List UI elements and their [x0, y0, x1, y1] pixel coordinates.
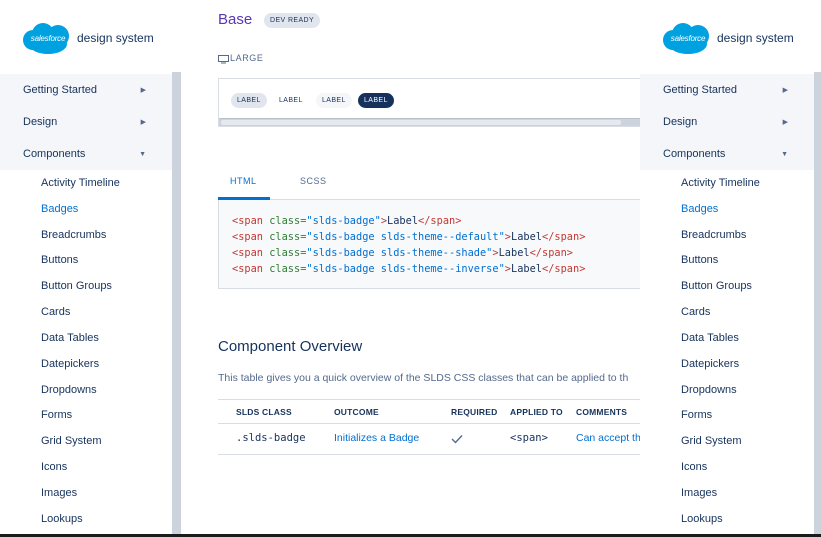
th-required: REQUIRED: [451, 407, 498, 417]
nav-sub-buttons[interactable]: Buttons: [681, 254, 719, 266]
check-icon: [451, 435, 463, 444]
preview-scrollbar[interactable]: [219, 118, 640, 126]
size-selector[interactable]: LARGE: [230, 53, 264, 63]
code-line-1: <span class="slds-badge">Label</span>: [232, 215, 462, 227]
nav-item-design[interactable]: Design ▶: [0, 106, 172, 138]
chevron-right-icon: ▶: [782, 87, 788, 94]
th-slds-class: SLDS CLASS: [236, 407, 292, 417]
tab-html[interactable]: HTML: [230, 176, 257, 186]
preview-badge-theme-default: LABEL: [273, 93, 309, 108]
status-badge: DEV READY: [264, 13, 321, 28]
nav-item-label: Design: [23, 116, 58, 128]
chevron-right-icon: ▶: [140, 87, 146, 94]
code-line-3: <span class="slds-badge slds-theme--shad…: [232, 247, 573, 259]
code-block: <span class="slds-badge">Label</span> <sp…: [218, 200, 640, 289]
nav-item-label: Getting Started: [663, 84, 737, 96]
badge-preview: LABEL LABEL LABEL LABEL: [218, 78, 640, 127]
tab-active-indicator: [218, 197, 270, 200]
chevron-right-icon: ▶: [782, 119, 788, 126]
nav-sub-lookups[interactable]: Lookups: [681, 513, 723, 525]
scrollbar-thumb[interactable]: [221, 120, 621, 125]
preview-badge-default: LABEL: [231, 93, 267, 108]
nav-sub-data-tables[interactable]: Data Tables: [41, 332, 99, 344]
nav-sub-dropdowns[interactable]: Dropdowns: [41, 384, 97, 396]
salesforce-cloud-icon: salesforce: [23, 22, 71, 54]
chevron-right-icon: ▶: [140, 119, 146, 126]
nav-item-label: Design: [663, 116, 698, 128]
logo-text: design system: [717, 31, 794, 45]
nav-sub-datepickers[interactable]: Datepickers: [681, 358, 740, 370]
nav-components-list: [0, 170, 172, 537]
nav-sub-forms[interactable]: Forms: [681, 409, 713, 421]
bottom-edge: [0, 534, 821, 537]
nav-item-getting-started[interactable]: Getting Started ▶: [0, 74, 172, 106]
left-sidebar: salesforce design system Getting Started…: [0, 0, 181, 537]
nav-sub-grid-system[interactable]: Grid System: [41, 435, 102, 447]
nav-item-label: Components: [23, 148, 86, 160]
chevron-down-icon: ▼: [139, 150, 146, 158]
tab-scss[interactable]: SCSS: [300, 176, 327, 186]
code-line-4: <span class="slds-badge slds-theme--inve…: [232, 263, 586, 275]
cell-class: .slds-badge: [236, 432, 306, 444]
nav-sub-datepickers[interactable]: Datepickers: [41, 358, 100, 370]
nav-sub-cards[interactable]: Cards: [681, 306, 711, 318]
nav-sub-buttons[interactable]: Buttons: [41, 254, 79, 266]
nav-item-components[interactable]: Components ▼: [640, 138, 814, 170]
preview-badge-shade: LABEL: [316, 93, 352, 108]
th-outcome: OUTCOME: [334, 407, 379, 417]
nav-item-label: Getting Started: [23, 84, 97, 96]
nav-sub-badges[interactable]: Badges: [41, 203, 79, 215]
nav-sub-badges[interactable]: Badges: [681, 203, 719, 215]
section-description: This table gives you a quick overview of…: [218, 372, 629, 384]
nav-sub-data-tables[interactable]: Data Tables: [681, 332, 739, 344]
cell-outcome-link[interactable]: Initializes a Badge: [334, 432, 420, 444]
section-title: Component Overview: [218, 338, 363, 355]
monitor-icon[interactable]: [218, 55, 229, 64]
nav-item-label: Components: [663, 148, 726, 160]
nav-sub-dropdowns[interactable]: Dropdowns: [681, 384, 737, 396]
logo[interactable]: salesforce design system: [0, 0, 181, 76]
chevron-down-icon: ▼: [781, 150, 788, 158]
code-tabs: HTML SCSS: [218, 168, 640, 200]
nav-item-components[interactable]: Components ▼: [0, 138, 172, 170]
nav-components-list: [640, 170, 814, 537]
table-row: .slds-badge Initializes a Badge <span> C…: [218, 424, 640, 455]
overview-table: SLDS CLASS OUTCOME REQUIRED APPLIED TO C…: [218, 399, 640, 455]
salesforce-cloud-icon: salesforce: [663, 22, 711, 54]
cell-comments-link[interactable]: Can accept th: [576, 432, 640, 444]
cell-applied-to: <span>: [510, 432, 548, 444]
nav-sub-activity-timeline[interactable]: Activity Timeline: [681, 177, 760, 189]
sidebar-scrollbar[interactable]: [814, 72, 821, 537]
nav-sub-button-groups[interactable]: Button Groups: [41, 280, 112, 292]
th-comments: COMMENTS: [576, 407, 628, 417]
preview-badge-inverse: LABEL: [358, 93, 394, 108]
nav-sub-breadcrumbs[interactable]: Breadcrumbs: [681, 229, 747, 241]
code-line-2: <span class="slds-badge slds-theme--defa…: [232, 231, 586, 243]
page-title: Base: [218, 11, 253, 28]
nav-sub-forms[interactable]: Forms: [41, 409, 73, 421]
nav-sub-button-groups[interactable]: Button Groups: [681, 280, 752, 292]
nav-sub-images[interactable]: Images: [41, 487, 78, 499]
logo[interactable]: salesforce design system: [640, 0, 821, 76]
nav-sub-breadcrumbs[interactable]: Breadcrumbs: [41, 229, 107, 241]
nav-sub-images[interactable]: Images: [681, 487, 718, 499]
logo-text: design system: [77, 31, 154, 45]
nav-sub-cards[interactable]: Cards: [41, 306, 71, 318]
nav-sub-icons[interactable]: Icons: [681, 461, 708, 473]
th-applied-to: APPLIED TO: [510, 407, 563, 417]
nav-item-design[interactable]: Design ▶: [640, 106, 814, 138]
nav-item-getting-started[interactable]: Getting Started ▶: [640, 74, 814, 106]
nav-sub-lookups[interactable]: Lookups: [41, 513, 83, 525]
nav-sub-activity-timeline[interactable]: Activity Timeline: [41, 177, 120, 189]
table-header: SLDS CLASS OUTCOME REQUIRED APPLIED TO C…: [218, 399, 640, 424]
main-content: Base DEV READY LARGE LABEL LABEL LABEL L…: [181, 0, 640, 537]
nav-sub-icons[interactable]: Icons: [41, 461, 68, 473]
nav-sub-grid-system[interactable]: Grid System: [681, 435, 742, 447]
sidebar-scrollbar[interactable]: [172, 72, 181, 537]
right-sidebar: salesforce design system Getting Started…: [640, 0, 821, 537]
